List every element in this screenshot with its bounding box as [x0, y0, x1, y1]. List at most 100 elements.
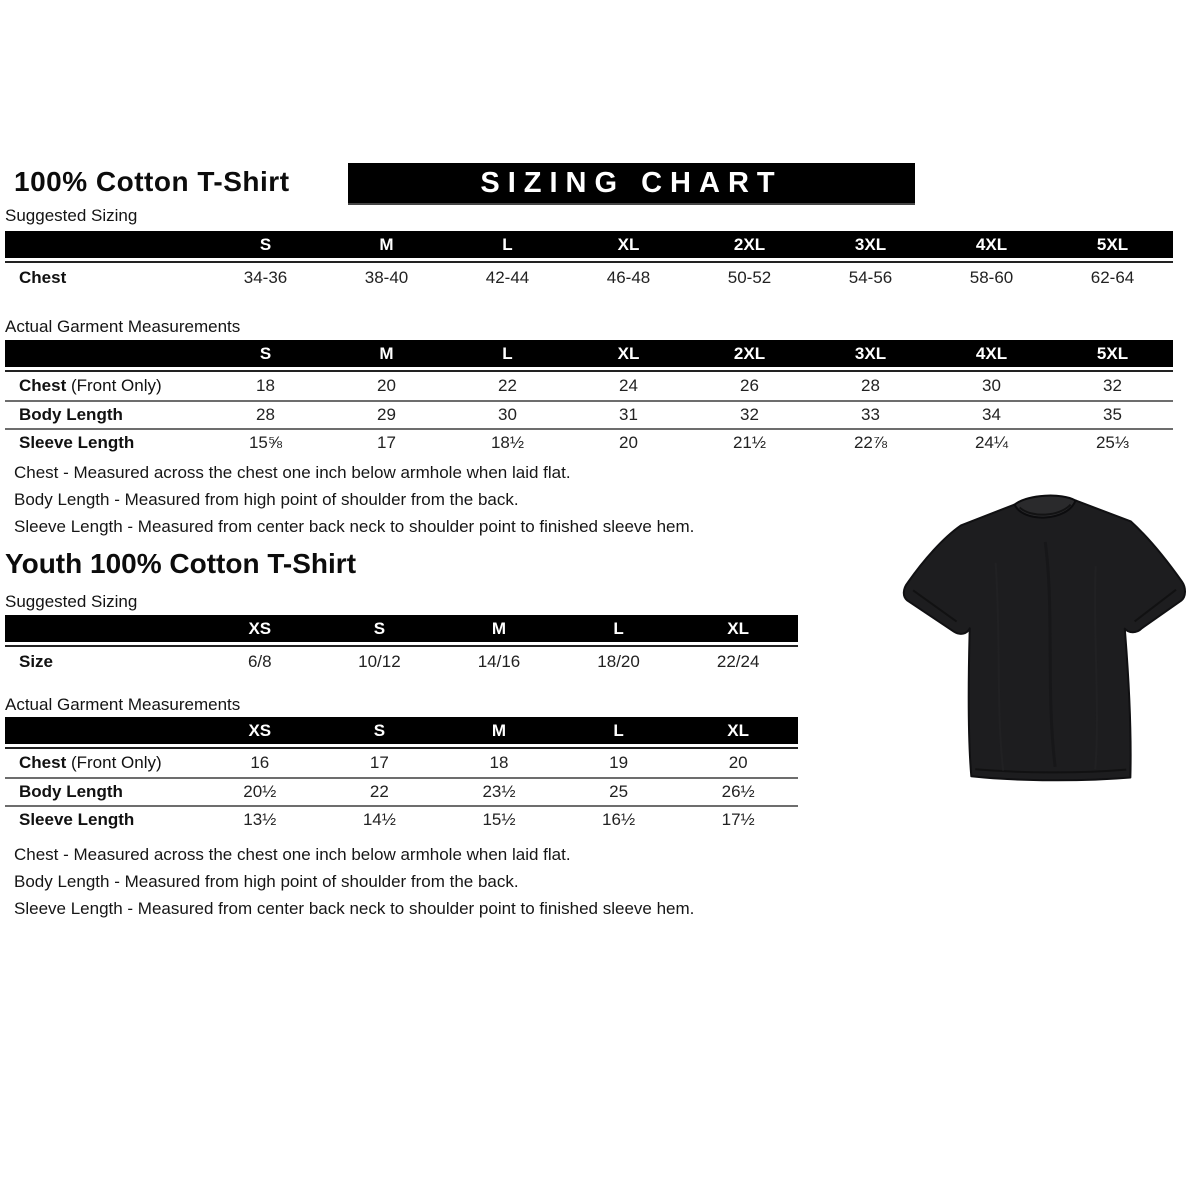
cell-value: 19 [609, 753, 629, 772]
cell-value: 30 [982, 376, 1001, 395]
table-row-chest: Chest (Front Only) 18 20 22 24 26 28 30 … [5, 372, 1173, 400]
cell-value: 32 [740, 405, 759, 424]
sizing-chart-banner: SIZING CHART [348, 163, 915, 205]
row-label: Chest [19, 268, 67, 287]
cell-value: 62-64 [1090, 268, 1135, 287]
adult-suggested-sizing-label: Suggested Sizing [5, 206, 138, 225]
cell-value: 17½ [721, 810, 755, 829]
table-row-sleeve-length: Sleeve Length 13½ 14½ 15½ 16½ 17½ [5, 805, 798, 833]
cell-value: 20 [728, 753, 748, 772]
row-label: Chest (Front Only) [19, 753, 162, 772]
adult-measurement-notes: Chest - Measured across the chest one in… [14, 459, 694, 540]
cell-value: 34-36 [243, 268, 288, 287]
cell-value: 25⅓ [1095, 433, 1130, 452]
cell-value: 20 [619, 433, 638, 452]
table-row-chest: Chest 34-36 38-40 42-44 46-48 50-52 54-5… [5, 263, 1173, 293]
cell-value: 26 [740, 376, 759, 395]
cell-value: 16 [250, 753, 270, 772]
column-header-4xl: 4XL [975, 234, 1008, 254]
cell-value: 22 [498, 376, 517, 395]
column-header-l: L [613, 618, 624, 638]
column-header-5xl: 5XL [1096, 234, 1129, 254]
cell-value: 35 [1103, 405, 1122, 424]
cell-value: 15⅝ [248, 433, 283, 452]
column-header-s: S [373, 720, 386, 740]
cell-value: 6/8 [247, 652, 272, 671]
cell-value: 10/12 [358, 652, 401, 671]
cell-value: 54-56 [848, 268, 893, 287]
cell-value: 22⅞ [853, 433, 888, 452]
youth-suggested-table-header: XS S M L XL [5, 615, 798, 642]
cell-value: 26½ [721, 782, 755, 801]
cell-value: 14½ [362, 810, 396, 829]
cell-value: 38-40 [364, 268, 409, 287]
column-header-xs: XS [248, 618, 272, 638]
black-tshirt-icon [902, 494, 1187, 782]
cell-value: 20 [377, 376, 396, 395]
table-row-chest: Chest (Front Only) 16 17 18 19 20 [5, 749, 798, 777]
adult-suggested-table-header: S M L XL 2XL 3XL 4XL 5XL [5, 231, 1173, 258]
column-header-xl: XL [727, 720, 750, 740]
column-header-s: S [259, 343, 272, 363]
note-chest: Chest - Measured across the chest one in… [14, 463, 571, 482]
cell-value: 46-48 [606, 268, 651, 287]
note-sleeve-length: Sleeve Length - Measured from center bac… [14, 899, 695, 918]
row-label: Sleeve Length [19, 433, 135, 452]
youth-measurements-table-header: XS S M L XL [5, 717, 798, 744]
column-header-2xl: 2XL [733, 343, 766, 363]
column-header-3xl: 3XL [854, 343, 887, 363]
tshirt-product-image [897, 482, 1193, 804]
column-header-s: S [373, 618, 386, 638]
table-row-body-length: Body Length 28 29 30 31 32 33 34 35 [5, 400, 1173, 428]
header-underline [5, 747, 798, 749]
column-header-xl: XL [617, 343, 640, 363]
cell-value: 17 [377, 433, 396, 452]
column-header-3xl: 3XL [854, 234, 887, 254]
cell-value: 23½ [482, 782, 516, 801]
header-underline [5, 261, 1173, 263]
header-underline [5, 645, 798, 647]
header-underline [5, 370, 1173, 372]
note-body-length: Body Length - Measured from high point o… [14, 490, 519, 509]
youth-measurements-table: XS S M L XL Chest (Front Only) 16 17 18 … [5, 717, 798, 833]
cell-value: 15½ [482, 810, 516, 829]
cell-value: 24¼ [974, 433, 1009, 452]
column-header-l: L [613, 720, 624, 740]
adult-measurements-table: S M L XL 2XL 3XL 4XL 5XL Chest (Front On… [5, 340, 1173, 456]
youth-section-title: Youth 100% Cotton T-Shirt [5, 548, 357, 579]
column-header-xl: XL [727, 618, 750, 638]
column-header-m: M [491, 720, 507, 740]
cell-value: 14/16 [477, 652, 521, 671]
page-title: 100% Cotton T-Shirt [14, 166, 290, 197]
column-header-5xl: 5XL [1096, 343, 1129, 363]
column-header-xl: XL [617, 234, 640, 254]
column-header-m: M [379, 343, 394, 363]
row-label: Body Length [19, 405, 123, 424]
column-header-s: S [259, 234, 272, 254]
note-sleeve-length: Sleeve Length - Measured from center bac… [14, 517, 695, 536]
note-body-length: Body Length - Measured from high point o… [14, 872, 519, 891]
table-row-size: Size 6/8 10/12 14/16 18/20 22/24 [5, 647, 798, 677]
column-header-2xl: 2XL [733, 234, 766, 254]
cell-value: 30 [498, 405, 517, 424]
cell-value: 18 [256, 376, 275, 395]
column-header-m: M [379, 234, 394, 254]
cell-value: 18/20 [597, 652, 640, 671]
row-label: Chest (Front Only) [19, 376, 162, 395]
column-header-m: M [491, 618, 507, 638]
cell-value: 32 [1103, 376, 1122, 395]
column-header-4xl: 4XL [975, 343, 1008, 363]
column-header-l: L [502, 234, 513, 254]
column-header-xs: XS [248, 720, 272, 740]
cell-value: 28 [861, 376, 880, 395]
cell-value: 33 [861, 405, 880, 424]
youth-suggested-table: XS S M L XL Size 6/8 10/12 14/16 18/20 2… [5, 615, 798, 677]
adult-suggested-table: S M L XL 2XL 3XL 4XL 5XL Chest 34-36 38-… [5, 231, 1173, 293]
cell-value: 22 [369, 782, 389, 801]
cell-value: 21½ [732, 433, 767, 452]
adult-measurements-label: Actual Garment Measurements [5, 317, 241, 336]
cell-value: 24 [619, 376, 638, 395]
note-chest: Chest - Measured across the chest one in… [14, 845, 571, 864]
cell-value: 31 [619, 405, 638, 424]
